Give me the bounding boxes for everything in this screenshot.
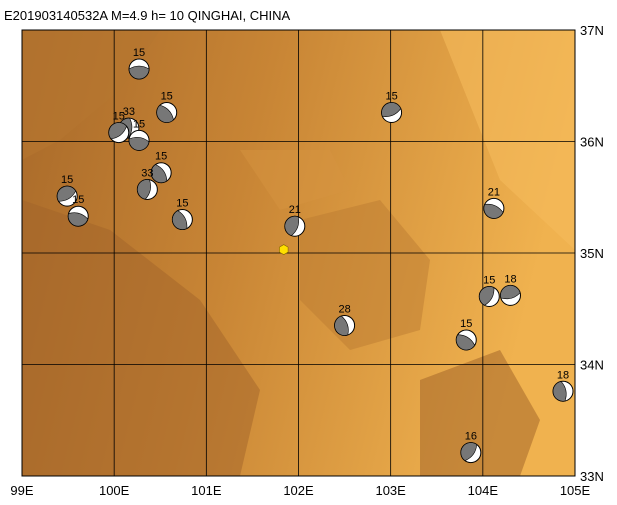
- beachball: [381, 102, 403, 124]
- beachball: [552, 380, 574, 402]
- y-tick-label: 37N: [580, 23, 604, 38]
- x-tick-label: 100E: [99, 483, 130, 498]
- beachball-compression: [552, 381, 567, 402]
- beachball: [483, 197, 505, 219]
- beachball: [136, 178, 158, 200]
- y-tick-label: 33N: [580, 469, 604, 484]
- beachball-compression: [381, 102, 402, 117]
- depth-label: 15: [155, 151, 167, 163]
- beachball: [478, 285, 500, 307]
- beachball-compression: [284, 215, 299, 236]
- beachball-compression: [56, 185, 77, 202]
- depth-label: 15: [176, 198, 188, 210]
- beachball: [499, 284, 521, 306]
- beachball: [171, 209, 193, 231]
- x-tick-label: 101E: [191, 483, 222, 498]
- beachball-compression: [150, 164, 168, 183]
- beachball-compression: [137, 179, 151, 200]
- epicenter: [279, 244, 289, 256]
- depth-label: 15: [483, 274, 495, 286]
- x-tick-label: 104E: [468, 483, 499, 498]
- map-frame: [21, 29, 576, 477]
- beachball-compression: [455, 334, 476, 351]
- beachball-compression: [172, 210, 188, 230]
- beachball: [156, 102, 178, 124]
- beachball: [455, 329, 477, 351]
- depth-label: 15: [385, 91, 397, 103]
- depth-label: 18: [557, 369, 569, 381]
- beachball: [128, 129, 150, 151]
- depth-label: 16: [465, 431, 477, 443]
- x-tick-label: 102E: [283, 483, 314, 498]
- depth-label: 15: [133, 47, 145, 59]
- beachball-compression: [334, 315, 349, 336]
- depth-label: 28: [338, 303, 350, 315]
- beachball: [150, 162, 172, 184]
- beachball-compression: [156, 104, 174, 123]
- y-tick-label: 36N: [580, 135, 604, 150]
- depth-label: 15: [460, 318, 472, 330]
- beachball: [334, 314, 356, 336]
- beachball-compression: [500, 285, 521, 300]
- beachball-compression: [67, 212, 89, 227]
- beachball: [460, 442, 482, 464]
- beachball-compression: [128, 65, 150, 80]
- map-title: E201903140532A M=4.9 h= 10 QINGHAI, CHIN…: [4, 8, 291, 23]
- depth-label: 21: [488, 186, 500, 198]
- beachball-compression: [128, 136, 150, 151]
- beachball: [128, 58, 150, 80]
- beachball: [108, 122, 130, 144]
- depth-label: 33: [123, 106, 135, 118]
- depth-label: 18: [504, 273, 516, 285]
- beachball-compression: [479, 286, 495, 306]
- depth-label: 15: [72, 194, 84, 206]
- depth-label: 33: [141, 167, 153, 179]
- beachball-compression: [483, 203, 504, 219]
- beachball: [56, 185, 78, 207]
- beachball-compression: [108, 122, 127, 140]
- y-tick-label: 35N: [580, 246, 604, 261]
- depth-label: 15: [133, 118, 145, 130]
- depth-label: 21: [289, 204, 301, 216]
- depth-label: 15: [161, 91, 173, 103]
- beachball: [284, 215, 306, 237]
- beachball-compression: [460, 442, 478, 462]
- x-tick-label: 99E: [10, 483, 33, 498]
- x-tick-label: 103E: [375, 483, 406, 498]
- beachball: [67, 205, 89, 227]
- x-tick-label: 105E: [560, 483, 591, 498]
- y-tick-label: 34N: [580, 358, 604, 373]
- depth-label: 15: [61, 174, 73, 186]
- depth-label: 15: [113, 111, 125, 123]
